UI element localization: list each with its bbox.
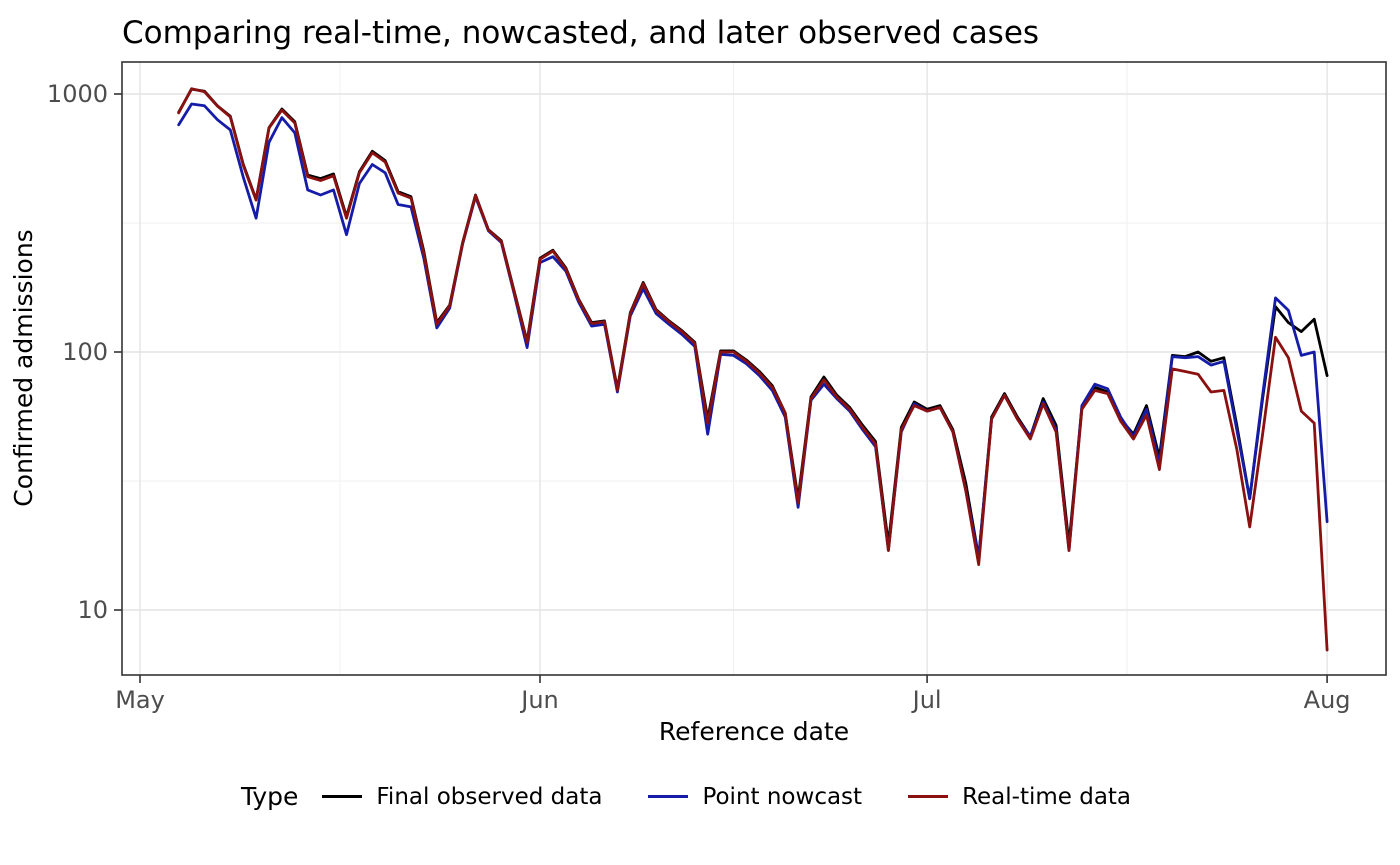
y-axis-title: Confirmed admissions: [9, 229, 38, 506]
series-line-real-time-data: [177, 87, 1329, 652]
x-axis-title: Reference date: [659, 717, 849, 746]
legend-label-point-nowcast: Point nowcast: [702, 783, 863, 810]
legend-label-final-observed: Final observed data: [376, 783, 603, 810]
axis-tick-labels: May Jun Jul Aug 10 100 1000: [47, 80, 1351, 714]
gridlines-major: [122, 62, 1386, 675]
real-time-line-swatch: [908, 795, 949, 798]
gridlines-minor: [122, 62, 1386, 675]
y-tick-label-10: 10: [77, 596, 108, 624]
y-tick-label-1000: 1000: [47, 80, 108, 108]
x-tick-label-jul: Jul: [911, 686, 942, 714]
chart-title: Comparing real-time, nowcasted, and late…: [122, 15, 1039, 51]
legend-item-final-observed: Final observed data: [322, 784, 602, 810]
x-tick-label-aug: Aug: [1304, 686, 1351, 714]
point-nowcast-line-swatch: [648, 795, 689, 798]
legend-label-real-time: Real-time data: [962, 783, 1132, 810]
legend-item-point-nowcast: Point nowcast: [648, 784, 862, 810]
legend-item-real-time: Real-time data: [908, 784, 1131, 810]
y-tick-label-100: 100: [62, 338, 108, 366]
legend: Type Final observed data Point nowcast R…: [0, 782, 1400, 811]
x-tick-label-may: May: [115, 686, 165, 714]
final-observed-line-swatch: [322, 795, 363, 798]
series-line-point-nowcast: [177, 102, 1329, 559]
plot-svg: Comparing real-time, nowcasted, and late…: [9, 15, 1387, 746]
axis-ticks: [114, 93, 1328, 683]
panel-border: [121, 61, 1387, 676]
x-tick-label-jun: Jun: [519, 686, 559, 714]
legend-title: Type: [240, 782, 299, 811]
series-lines: [177, 87, 1329, 652]
